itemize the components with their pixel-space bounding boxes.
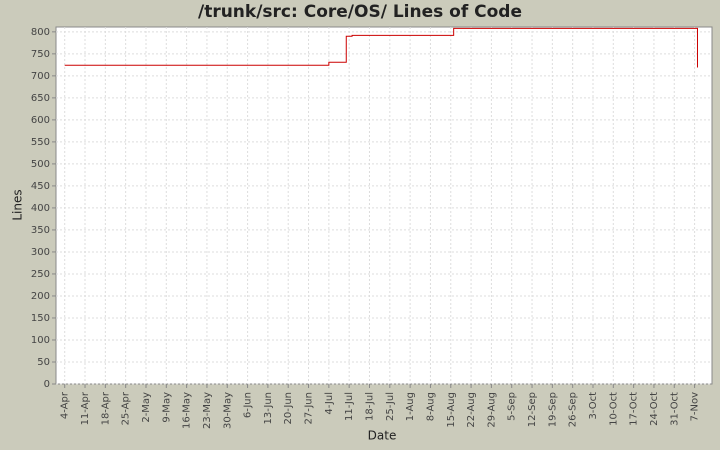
- x-tick-label: 18-Jul: [364, 392, 375, 421]
- x-tick-label: 16-May: [182, 392, 193, 429]
- y-tick-label: 600: [31, 115, 50, 126]
- x-tick-label: 23-May: [202, 392, 213, 429]
- x-tick-label: 2-May: [141, 392, 152, 423]
- chart-title: /trunk/src: Core/OS/ Lines of Code: [198, 2, 522, 22]
- x-tick-label: 27-Jun: [304, 392, 315, 425]
- x-tick-label: 29-Aug: [486, 392, 497, 428]
- x-axis-title: Date: [368, 429, 397, 443]
- x-tick-label: 26-Sep: [568, 392, 579, 427]
- y-tick-label: 100: [31, 335, 50, 346]
- x-tick-label: 30-May: [222, 392, 233, 429]
- x-tick-label: 7-Nov: [690, 392, 701, 422]
- x-tick-label: 22-Aug: [466, 392, 477, 428]
- x-tick-label: 11-Jul: [344, 392, 355, 421]
- y-tick-label: 650: [31, 93, 50, 104]
- x-tick-label: 19-Sep: [547, 392, 558, 427]
- x-tick-label: 25-Apr: [121, 391, 132, 425]
- y-tick-label: 0: [44, 379, 50, 390]
- y-tick-label: 350: [31, 225, 50, 236]
- x-tick-label: 10-Oct: [608, 392, 619, 426]
- x-tick-label: 12-Sep: [527, 392, 538, 427]
- x-tick-label: 1-Aug: [405, 392, 416, 421]
- x-tick-label: 3-Oct: [588, 392, 599, 420]
- x-tick-label: 24-Oct: [649, 392, 660, 426]
- y-tick-label: 500: [31, 159, 50, 170]
- y-tick-label: 250: [31, 269, 50, 280]
- x-tick-label: 15-Aug: [446, 392, 457, 428]
- y-tick-label: 200: [31, 291, 50, 302]
- x-tick-label: 4-Apr: [60, 391, 71, 419]
- y-axis-title: Lines: [11, 189, 25, 220]
- y-tick-label: 300: [31, 247, 50, 258]
- x-tick-label: 20-Jun: [283, 392, 294, 425]
- x-tick-label: 8-Aug: [425, 392, 436, 421]
- x-tick-label: 5-Sep: [507, 392, 518, 421]
- x-tick-label: 13-Jun: [263, 392, 274, 425]
- y-tick-label: 750: [31, 49, 50, 60]
- y-tick-label: 50: [37, 357, 50, 368]
- x-tick-label: 9-May: [161, 392, 172, 423]
- y-tick-label: 450: [31, 181, 50, 192]
- x-tick-label: 17-Oct: [629, 392, 640, 426]
- y-tick-label: 550: [31, 137, 50, 148]
- x-tick-label: 4-Jul: [324, 392, 335, 415]
- data-line: [64, 27, 698, 68]
- y-tick-label: 400: [31, 203, 50, 214]
- x-tick-label: 18-Apr: [100, 391, 111, 425]
- y-tick-label: 700: [31, 71, 50, 82]
- y-tick-label: 150: [31, 313, 50, 324]
- x-tick-label: 6-Jun: [243, 392, 254, 418]
- plot-area: [55, 26, 713, 385]
- x-tick-label: 25-Jul: [385, 392, 396, 421]
- y-tick-label: 800: [31, 27, 50, 38]
- x-tick-label: 11-Apr: [80, 391, 91, 425]
- x-tick-label: 31-Oct: [669, 392, 680, 426]
